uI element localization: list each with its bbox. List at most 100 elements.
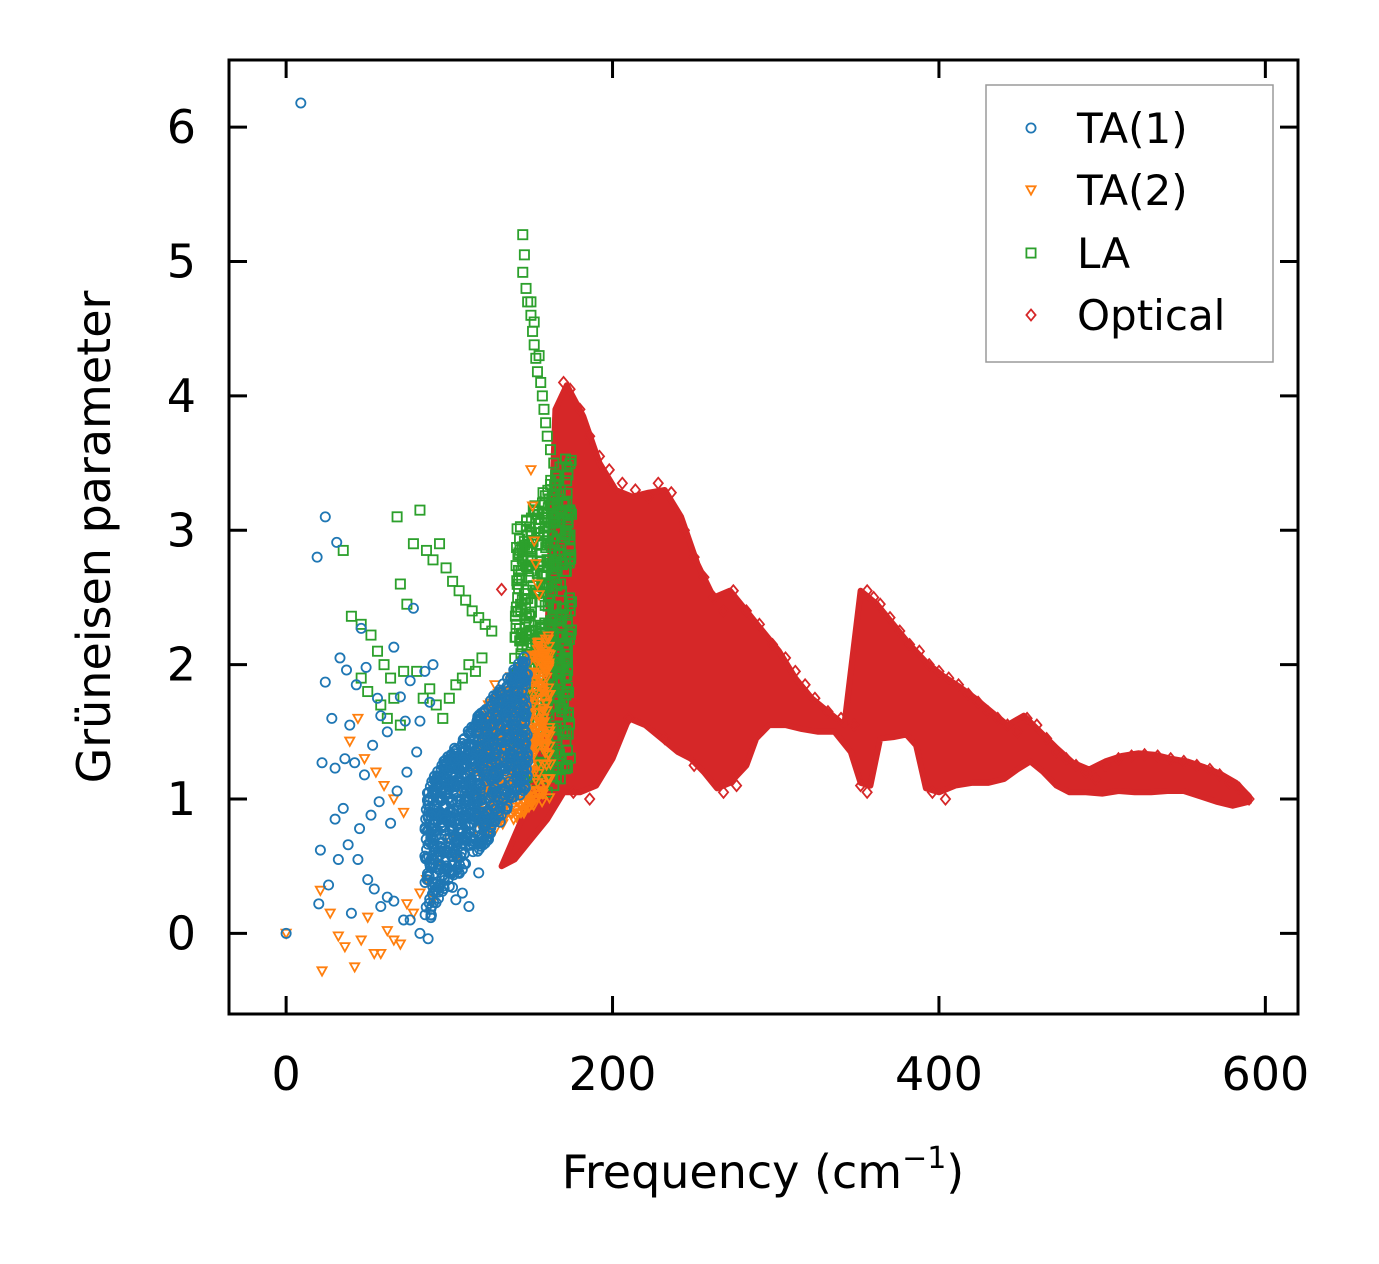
data-point <box>319 511 331 523</box>
data-point <box>452 761 464 773</box>
data-point <box>1050 745 1063 759</box>
data-point <box>375 710 387 722</box>
series-la <box>337 229 578 798</box>
data-point <box>503 693 515 705</box>
data-point <box>313 898 325 910</box>
data-point <box>491 704 503 716</box>
data-point <box>457 737 469 749</box>
data-point <box>1089 771 1102 786</box>
data-point <box>473 867 485 879</box>
data-point <box>861 785 873 800</box>
data-point <box>471 736 483 748</box>
data-point <box>524 541 536 553</box>
data-point <box>469 755 481 767</box>
data-point <box>707 590 720 605</box>
legend: TA(1) TA(2) LA Optical <box>985 84 1274 363</box>
data-point <box>564 458 576 470</box>
x-tick-label: 600 <box>1221 1047 1309 1101</box>
data-point <box>362 686 374 698</box>
data-point <box>562 510 574 522</box>
data-point <box>537 759 550 771</box>
data-point <box>518 738 530 750</box>
data-point <box>512 606 524 618</box>
data-point <box>558 497 570 509</box>
data-point <box>511 701 523 713</box>
data-point <box>352 853 364 865</box>
data-point <box>1040 731 1053 746</box>
data-point <box>404 675 416 687</box>
data-point <box>551 733 563 745</box>
data-point <box>809 691 821 706</box>
data-point <box>361 912 374 924</box>
data-point <box>530 352 542 364</box>
data-point <box>532 641 545 653</box>
y-tick-label: 4 <box>167 369 196 423</box>
data-point <box>561 644 573 656</box>
data-point <box>528 339 540 351</box>
data-point <box>560 554 572 566</box>
data-point <box>903 637 916 652</box>
data-point <box>430 699 442 711</box>
data-point <box>642 489 655 504</box>
data-point <box>562 728 574 740</box>
data-point <box>540 672 553 684</box>
data-point <box>355 622 367 634</box>
data-point <box>583 429 596 444</box>
data-point <box>1011 724 1024 739</box>
data-point <box>425 909 437 921</box>
data-point <box>623 711 635 726</box>
data-point <box>574 402 586 417</box>
data-point <box>407 602 419 614</box>
data-point <box>438 882 450 894</box>
data-point <box>539 740 552 752</box>
data-point <box>521 514 533 526</box>
x-tick-label: 0 <box>271 1047 300 1101</box>
data-point <box>512 662 524 674</box>
data-point <box>494 816 506 828</box>
data-point <box>524 629 536 641</box>
x-axis-label-end: ) <box>946 1145 964 1199</box>
data-point <box>358 754 371 766</box>
data-point <box>344 719 356 731</box>
data-point <box>1164 751 1177 766</box>
legend-label: TA(2) <box>1076 166 1188 215</box>
data-point <box>1138 747 1151 762</box>
data-point <box>324 908 337 920</box>
data-point <box>564 628 576 640</box>
data-point <box>434 538 446 550</box>
data-point <box>519 656 531 668</box>
data-point <box>453 835 465 847</box>
data-point <box>536 675 550 687</box>
data-point <box>446 795 458 807</box>
data-point <box>532 716 545 728</box>
data-point <box>923 657 935 672</box>
data-point <box>472 713 484 725</box>
data-point <box>557 375 570 390</box>
data-point <box>450 779 462 791</box>
data-point <box>548 457 560 469</box>
data-point <box>334 652 346 664</box>
data-point <box>477 836 489 848</box>
data-point <box>521 770 533 782</box>
data-point <box>490 787 502 799</box>
data-point <box>528 536 541 548</box>
data-point <box>519 798 532 810</box>
data-point <box>540 706 553 718</box>
x-axis-label: Frequency (cm−1) <box>562 1141 965 1199</box>
data-point <box>480 818 492 830</box>
data-point <box>531 366 543 378</box>
data-point <box>499 714 511 726</box>
data-point <box>450 894 462 906</box>
data-point <box>470 747 482 759</box>
data-point <box>509 631 521 643</box>
data-point <box>972 695 984 710</box>
data-point <box>560 763 572 775</box>
data-point <box>332 853 344 865</box>
data-point <box>542 599 554 611</box>
data-point <box>532 590 546 602</box>
data-point <box>740 603 753 618</box>
data-point <box>1070 758 1082 773</box>
data-point <box>462 725 474 737</box>
data-point <box>525 565 537 577</box>
data-point <box>280 927 292 939</box>
